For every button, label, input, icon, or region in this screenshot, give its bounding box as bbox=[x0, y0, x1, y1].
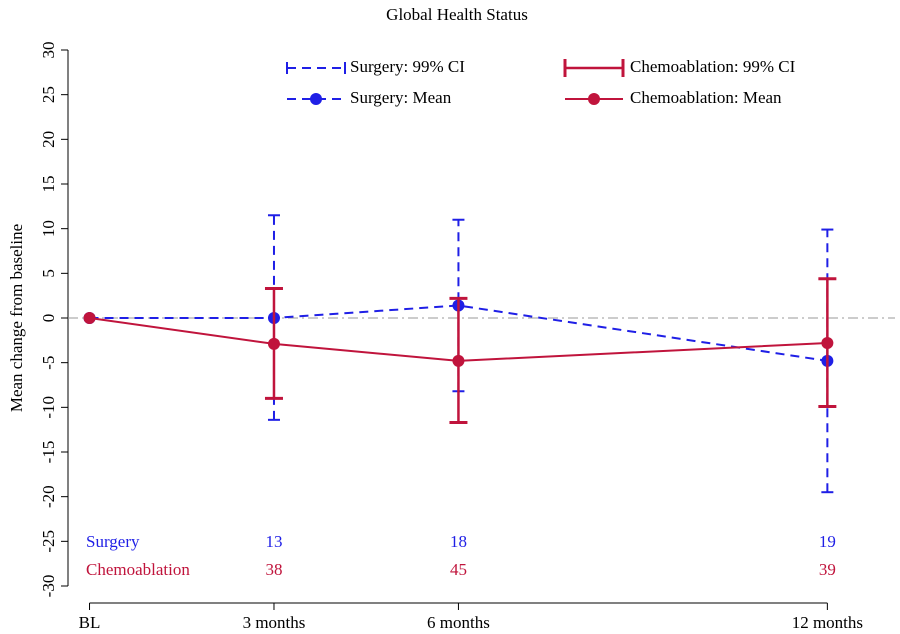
x-tick-label: 6 months bbox=[427, 613, 490, 632]
x-tick-label: 3 months bbox=[243, 613, 306, 632]
legend-label: Chemoablation: 99% CI bbox=[630, 57, 796, 76]
n-table-value: 13 bbox=[265, 532, 282, 551]
y-tick-label: -25 bbox=[39, 530, 58, 553]
point bbox=[267, 337, 280, 350]
y-tick-label: 10 bbox=[39, 220, 58, 237]
n-table-value: 38 bbox=[265, 560, 282, 579]
n-table-value: 19 bbox=[819, 532, 836, 551]
series-line bbox=[89, 317, 828, 362]
y-tick-label: 30 bbox=[39, 42, 58, 59]
point bbox=[83, 312, 96, 324]
y-tick-label: -20 bbox=[39, 485, 58, 508]
y-tick-label: -5 bbox=[39, 356, 58, 370]
n-table-value: 45 bbox=[450, 560, 467, 579]
y-tick-label: 5 bbox=[39, 269, 58, 278]
y-tick-label: 20 bbox=[39, 131, 58, 148]
legend-label: Chemoablation: Mean bbox=[630, 88, 782, 107]
legend-label: Surgery: 99% CI bbox=[350, 57, 465, 76]
y-tick-label: 0 bbox=[39, 314, 58, 323]
legend-swatch bbox=[310, 93, 322, 105]
n-table-value: 39 bbox=[819, 560, 836, 579]
y-tick-label: -15 bbox=[39, 441, 58, 464]
y-tick-label: 15 bbox=[39, 176, 58, 193]
n-table-label: Surgery bbox=[86, 532, 140, 551]
y-tick-label: -30 bbox=[39, 575, 58, 598]
n-table-value: 18 bbox=[450, 532, 467, 551]
x-tick-label: BL bbox=[79, 613, 101, 632]
point bbox=[821, 337, 834, 350]
legend-swatch bbox=[588, 93, 600, 105]
y-tick-label: 25 bbox=[39, 86, 58, 103]
x-tick-label: 12 months bbox=[792, 613, 863, 632]
n-table-label: Chemoablation bbox=[86, 560, 190, 579]
y-tick-label: -10 bbox=[39, 396, 58, 419]
series-line bbox=[89, 304, 828, 362]
legend-label: Surgery: Mean bbox=[350, 88, 452, 107]
y-axis-label: Mean change from baseline bbox=[7, 224, 26, 412]
point bbox=[452, 354, 465, 367]
chart-title: Global Health Status bbox=[386, 5, 528, 24]
